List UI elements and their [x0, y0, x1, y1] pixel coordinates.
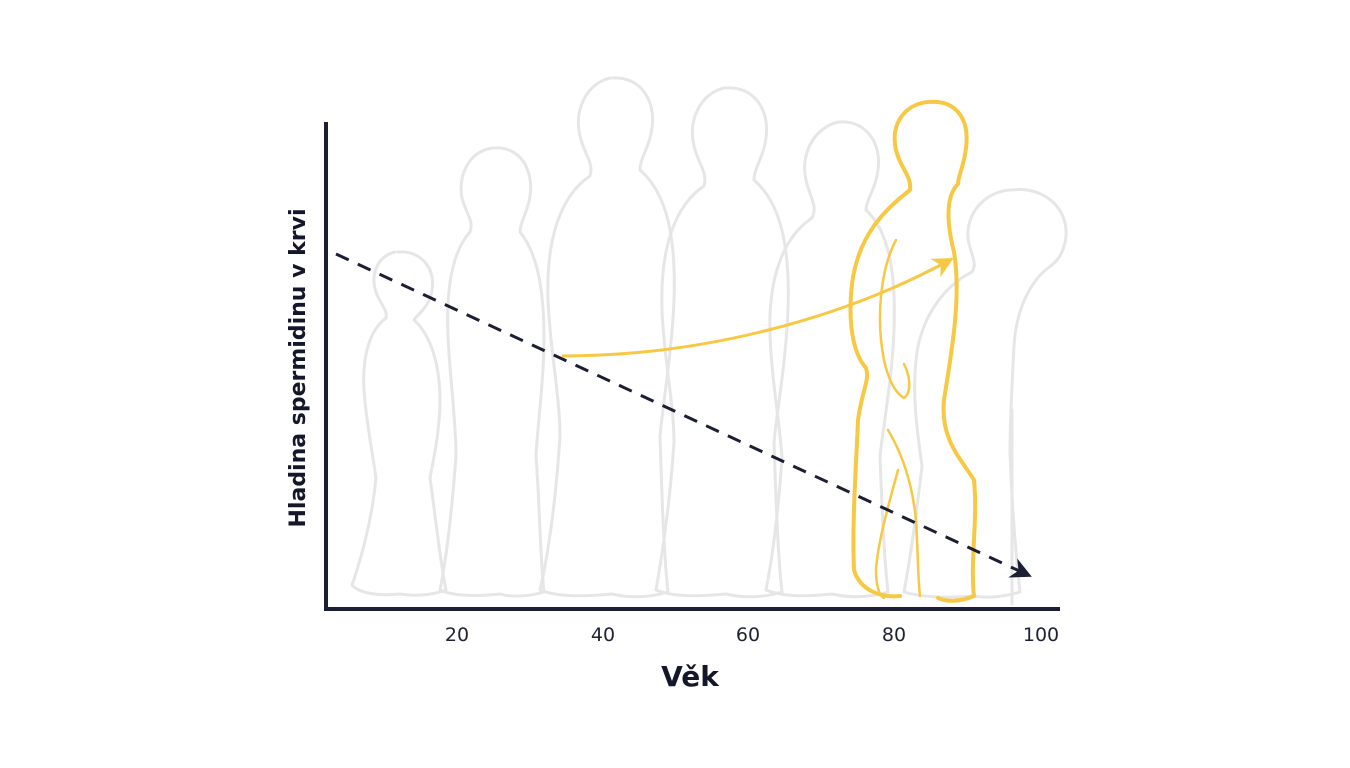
silhouette-group [350, 76, 1068, 606]
silhouette-young-adult [538, 76, 676, 599]
highlighted-figure-leg-back [874, 468, 900, 600]
silhouette-middle-aged [764, 120, 896, 599]
trend-arrow [335, 252, 1032, 578]
x-tick-20: 20 [445, 624, 469, 646]
x-tick-40: 40 [591, 624, 615, 646]
axes [324, 122, 1060, 611]
highlighted-figure-arm [878, 238, 911, 400]
silhouette-adult [654, 86, 790, 599]
highlight-arrow [561, 257, 954, 358]
x-tick-60: 60 [736, 624, 760, 646]
highlighted-figure-leg-front [886, 428, 922, 598]
silhouette-child [350, 250, 448, 597]
highlighted-figure [848, 99, 978, 603]
x-tick-labels: 20 40 60 80 100 [445, 624, 1059, 646]
silhouette-teen [438, 146, 546, 598]
x-tick-80: 80 [882, 624, 906, 646]
y-axis-title: Hladina spermidinu v krvi [286, 209, 311, 528]
highlighted-figure-outline [848, 99, 978, 603]
silhouette-elderly [902, 188, 1068, 606]
x-tick-100: 100 [1023, 624, 1059, 646]
x-axis-title: Věk [661, 660, 720, 693]
